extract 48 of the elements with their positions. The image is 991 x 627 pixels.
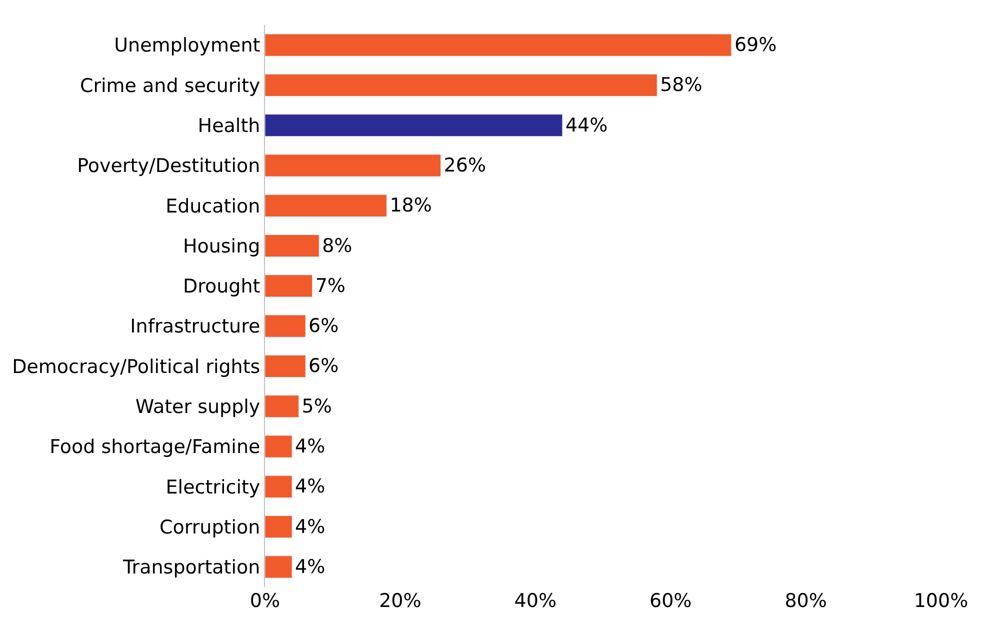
y-tick-label: Health bbox=[198, 115, 260, 138]
y-tick-label: Electricity bbox=[166, 476, 260, 498]
y-tick-label: Education bbox=[166, 195, 260, 218]
bar bbox=[265, 274, 313, 298]
y-tick-label: Water supply bbox=[135, 396, 260, 418]
x-tick-label: 20% bbox=[379, 590, 422, 612]
data-label: 4% bbox=[295, 436, 326, 458]
y-tick-label: Housing bbox=[182, 235, 260, 258]
bar bbox=[265, 114, 563, 137]
bar bbox=[265, 395, 300, 418]
data-label: 4% bbox=[295, 556, 326, 578]
data-label: 44% bbox=[565, 114, 608, 136]
data-label: 18% bbox=[390, 194, 432, 217]
bar bbox=[265, 475, 292, 498]
bar bbox=[265, 194, 387, 217]
data-label: 6% bbox=[308, 355, 339, 378]
bar bbox=[265, 34, 732, 56]
y-tick-label: Democracy/Political rights bbox=[12, 356, 260, 378]
y-tick-label: Unemployment bbox=[114, 34, 260, 57]
x-tick-label: 0% bbox=[250, 590, 280, 612]
y-tick-label: Transportation bbox=[122, 556, 260, 579]
data-label: 4% bbox=[295, 476, 326, 498]
bar bbox=[265, 154, 442, 177]
x-tick-label: 100% bbox=[914, 590, 968, 612]
y-tick-label: Crime and security bbox=[80, 74, 260, 97]
bar bbox=[265, 234, 320, 258]
data-label: 58% bbox=[660, 74, 702, 96]
data-label: 8% bbox=[322, 234, 352, 257]
data-label: 26% bbox=[444, 154, 486, 176]
x-tick-label: 40% bbox=[514, 590, 557, 612]
data-label: 4% bbox=[295, 516, 326, 538]
y-tick-label: Corruption bbox=[160, 516, 260, 538]
bar bbox=[265, 354, 306, 378]
data-label: 7% bbox=[315, 274, 346, 297]
bar bbox=[265, 556, 292, 578]
x-tick-label: 60% bbox=[649, 590, 692, 612]
y-tick-label: Poverty/Destitution bbox=[77, 155, 260, 178]
x-tick-label: 80% bbox=[784, 590, 827, 612]
data-label: 69% bbox=[734, 34, 777, 56]
y-tick-label: Drought bbox=[182, 276, 260, 298]
data-label: 6% bbox=[308, 315, 339, 338]
bar bbox=[265, 516, 292, 538]
y-tick-label: Food shortage/Famine bbox=[50, 436, 260, 458]
bar bbox=[265, 314, 306, 338]
y-tick-label: Infrastructure bbox=[130, 316, 260, 338]
bar bbox=[265, 74, 658, 96]
bar bbox=[265, 435, 292, 458]
data-label: 5% bbox=[302, 395, 332, 418]
